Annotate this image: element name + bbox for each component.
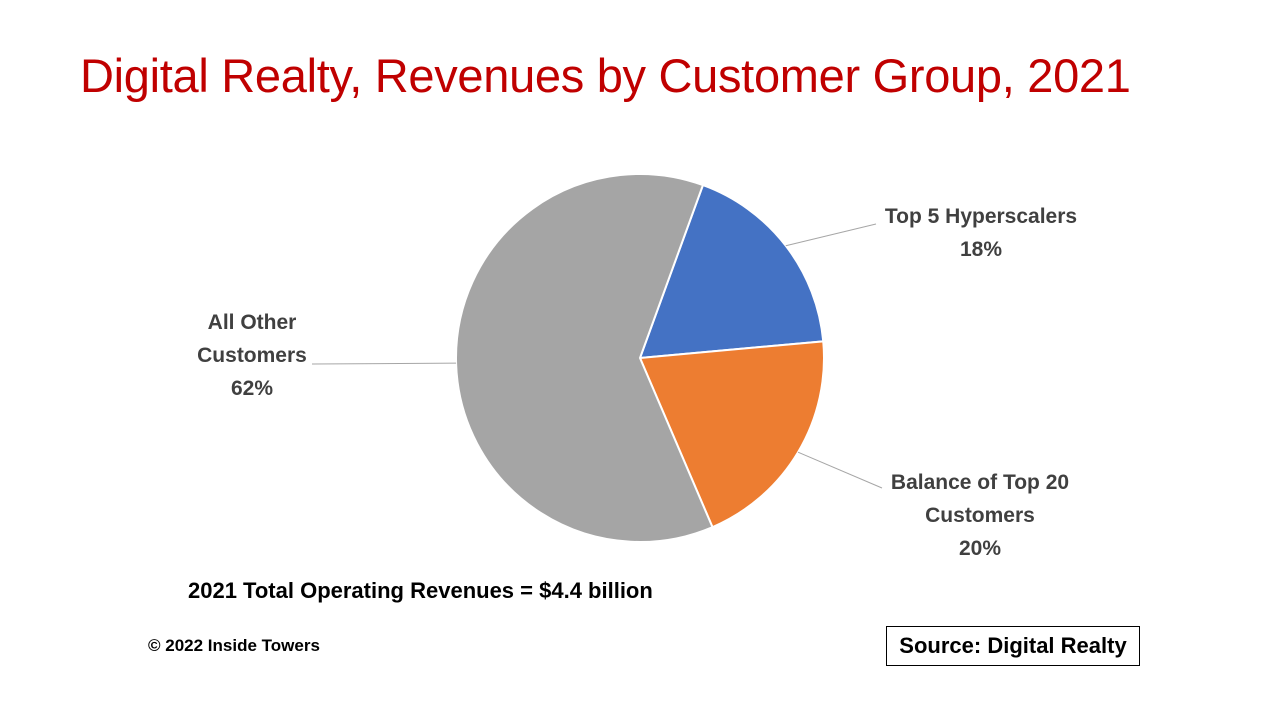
pie-slice-top-5-hyperscalers	[638, 183, 825, 360]
leader-line	[311, 362, 457, 365]
label-value: 20%	[958, 537, 1002, 560]
data-label-balance-of-top-20: Balance of Top 20 Customers 20%	[870, 466, 1090, 565]
pie-slice-balance-of-top-20	[638, 340, 825, 529]
label-line: Customers	[197, 344, 307, 367]
label-line: Balance of Top 20	[890, 471, 1070, 494]
label-line: All Other	[207, 311, 297, 334]
copyright-notice: © 2022 Inside Towers	[148, 636, 320, 655]
total-revenue-note: 2021 Total Operating Revenues = $4.4 bil…	[188, 578, 653, 603]
data-label-top-5-hyperscalers: Top 5 Hyperscalers 18%	[868, 200, 1094, 266]
label-value: 62%	[230, 377, 274, 400]
leader-line	[785, 223, 877, 247]
chart-title: Digital Realty, Revenues by Customer Gro…	[80, 49, 1131, 102]
leader-line	[797, 451, 883, 489]
source-box: Source: Digital Realty	[886, 626, 1140, 666]
label-line: Customers	[925, 504, 1035, 527]
data-label-all-other-customers: All Other Customers 62%	[182, 306, 322, 405]
label-value: 18%	[959, 238, 1003, 261]
label-line: Top 5 Hyperscalers	[884, 205, 1078, 228]
